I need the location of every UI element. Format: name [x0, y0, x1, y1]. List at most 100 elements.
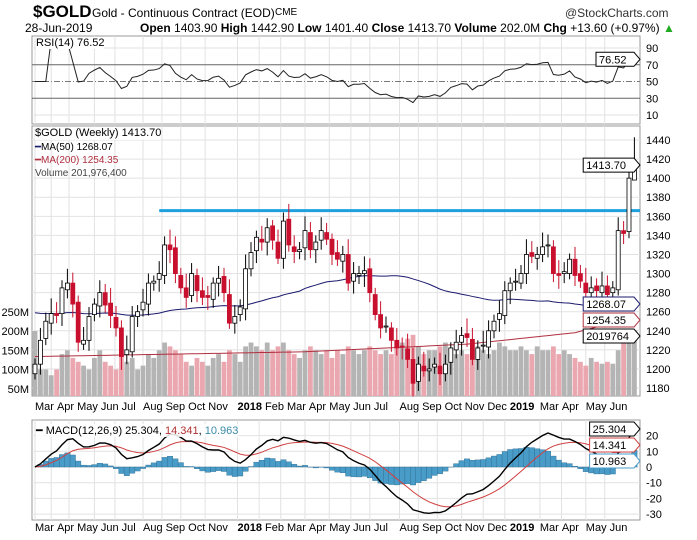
month-label: Mar: [35, 522, 54, 534]
macd-histogram-bar: [464, 458, 470, 468]
macd-histogram-bar: [123, 466, 130, 476]
volume-bar: [135, 369, 140, 396]
month-label: Mar: [287, 522, 306, 534]
candle-body: [442, 363, 448, 375]
volume-bar: [324, 350, 329, 396]
candle-body: [221, 276, 227, 294]
macd-histogram-bar: [545, 450, 551, 468]
volume-bar: [210, 357, 216, 396]
macd-histogram-bar: [253, 461, 260, 468]
month-label: Aug: [143, 401, 163, 413]
candle-body: [372, 294, 378, 315]
month-label: Oct: [188, 401, 205, 413]
candle-body: [561, 271, 567, 274]
volume-bar: [524, 350, 529, 396]
month-label: Mar: [287, 401, 306, 413]
candle-body: [280, 220, 286, 259]
month-label: Sep: [422, 401, 442, 413]
month-label: May: [586, 522, 607, 534]
volume-bar: [124, 361, 130, 396]
macd-histogram-bar: [361, 466, 368, 477]
macd-tick-label: -30: [646, 509, 662, 521]
month-label: Dec: [487, 522, 507, 534]
macd-hist-callout: 10.963: [593, 456, 627, 468]
candle-body: [345, 254, 351, 284]
volume-bar: [453, 354, 459, 396]
chg-label: Chg: [543, 21, 567, 35]
volume-bar: [65, 350, 70, 396]
volume-bar: [486, 354, 491, 396]
macd-histogram-bar: [242, 466, 249, 472]
candle-body: [307, 232, 313, 251]
month-label: Mar: [540, 522, 559, 534]
macd-tick-label: 10: [646, 446, 658, 458]
ma50-callout-box: [582, 296, 641, 312]
candle-body: [286, 218, 292, 246]
macd-histogram-bar: [345, 466, 352, 477]
candle-body: [102, 292, 108, 306]
ma200-legend: ━MA(200) 1254.35: [35, 155, 119, 166]
ma200-callout: 1254.35: [586, 315, 626, 327]
volume-bar: [308, 346, 313, 396]
macd-histogram-bar: [237, 466, 244, 477]
macd-histogram-bar: [501, 451, 508, 468]
price-tick-label: 1260: [646, 307, 670, 319]
volume-bar: [464, 354, 470, 396]
macd-histogram-bar: [577, 466, 584, 469]
macd-histogram-bar: [469, 460, 476, 468]
ma200-callout-box: [582, 312, 641, 328]
candle-body: [259, 238, 265, 243]
macd-histogram-bar: [69, 454, 76, 468]
macd-histogram-bar: [269, 458, 276, 468]
volume-bar: [291, 354, 297, 396]
candle-body: [183, 287, 189, 298]
up-arrow-icon: ▲: [662, 21, 675, 35]
candle-body: [270, 225, 276, 241]
macd-histogram-bar: [296, 465, 303, 468]
macd-histogram-bar: [140, 466, 146, 469]
candle-body: [124, 349, 130, 356]
candle-body: [491, 320, 497, 332]
price-tick-label: 1380: [646, 192, 670, 204]
month-label: Jul: [374, 522, 388, 534]
date: 28-Jun-2019: [25, 21, 93, 35]
macd-callout: 25.304: [593, 424, 627, 436]
ma200-legend-text: MA(200) 1254.35: [41, 155, 119, 166]
candle-body: [135, 311, 141, 317]
macd-histogram-bar: [426, 466, 433, 479]
macd-histogram-bar: [582, 466, 589, 472]
volume-bar: [237, 361, 243, 396]
candle-body: [205, 295, 211, 298]
month-label: Jun: [610, 522, 628, 534]
copyright: @StockCharts.com: [565, 6, 669, 20]
volume-bar: [372, 350, 378, 396]
candle-body: [302, 230, 308, 249]
macd-histogram-bar: [404, 466, 411, 484]
volume-bar: [43, 369, 49, 396]
macd-tick-label: -10: [646, 478, 662, 490]
macd-histogram-bar: [199, 466, 206, 472]
volume-bar: [156, 350, 162, 396]
candle-body: [459, 335, 465, 343]
macd-histogram-bar: [194, 466, 200, 469]
month-label: Mar: [540, 401, 559, 413]
volume-bar: [610, 363, 616, 396]
ma50-legend: ━MA(50) 1268.07: [35, 142, 113, 153]
candle-body: [448, 347, 454, 363]
candle-body: [253, 236, 259, 252]
ma50-callout: 1268.07: [586, 299, 626, 311]
ma50-legend-text: MA(50) 1268.07: [41, 142, 113, 153]
month-label: May: [329, 522, 350, 534]
candle-body: [329, 238, 335, 255]
macd-histogram-bar: [91, 464, 98, 468]
high-label: High: [220, 21, 248, 35]
volume-bar: [594, 361, 599, 396]
volume-bar: [248, 342, 254, 396]
candle-body: [81, 339, 86, 345]
candle-body: [92, 303, 97, 315]
price-tick-label: 1300: [646, 269, 670, 281]
volume-bar: [491, 350, 497, 396]
candle-body: [318, 230, 324, 241]
volume-bar: [502, 346, 508, 396]
close-label: Close: [371, 21, 405, 35]
